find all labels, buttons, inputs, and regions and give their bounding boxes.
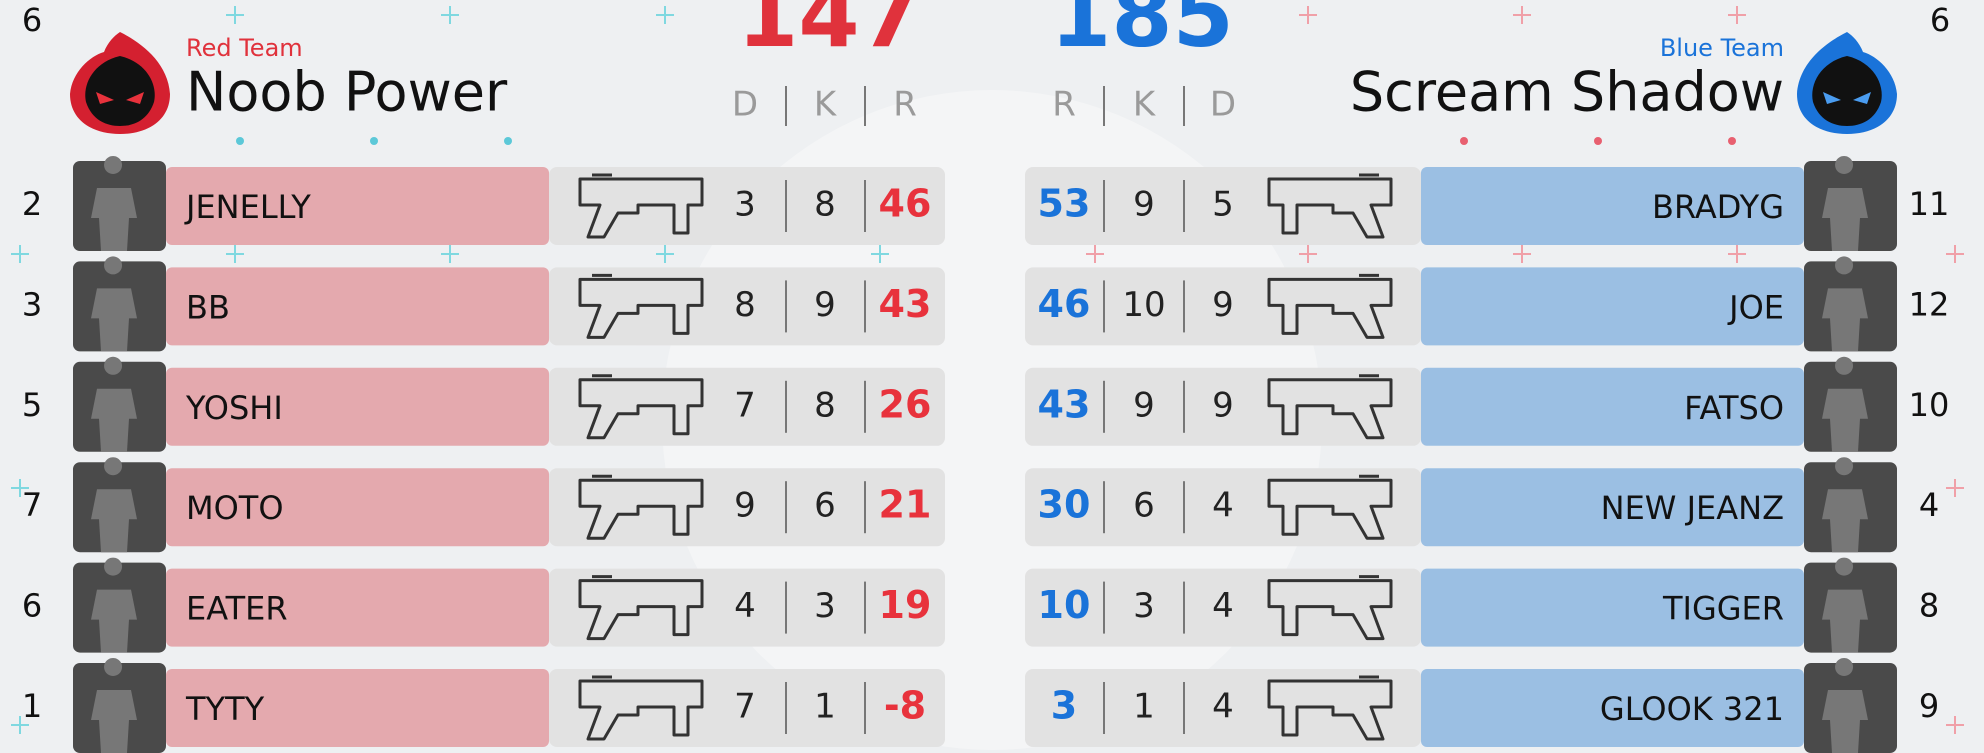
page: 6 6 Red Team Noob Power Blue Team Scream… (0, 0, 1984, 753)
stat-rating: 46 (879, 182, 932, 226)
player-row: 8 TIGGER 4 3 10 (1025, 558, 1939, 653)
rank: 6 (22, 587, 42, 625)
scoreboard: 6 6 Red Team Noob Power Blue Team Scream… (0, 0, 1984, 753)
rank: 4 (1919, 486, 1939, 524)
stat-rating: 10 (1038, 583, 1091, 627)
rank: 8 (1919, 587, 1939, 625)
stat-deaths: 4 (1212, 486, 1234, 526)
team-label: Red Team (186, 34, 303, 62)
column-header: K (1133, 85, 1157, 125)
stat-deaths: 4 (1212, 687, 1234, 727)
stat-deaths: 9 (734, 486, 756, 526)
player-row: 2 JENELLY 3 8 46 (22, 156, 945, 251)
team-score: 185 (1050, 0, 1234, 67)
stat-kills: 1 (1133, 687, 1155, 727)
player-row: 9 GLOOK 321 4 1 3 (1025, 658, 1939, 753)
stat-rating: 21 (879, 483, 932, 527)
stat-kills: 9 (814, 285, 836, 325)
player-row: 12 JOE 9 10 46 (1025, 256, 1949, 351)
stat-deaths: 5 (1212, 185, 1234, 225)
stat-rating: -8 (884, 684, 926, 728)
column-header: K (814, 85, 838, 125)
stat-kills: 9 (1133, 385, 1155, 425)
player-name: JENELLY (184, 188, 311, 226)
rank: 5 (22, 386, 42, 424)
stat-deaths: 7 (734, 385, 756, 425)
rank: 2 (22, 185, 42, 223)
stat-kills: 8 (814, 185, 836, 225)
stat-rating: 43 (879, 282, 932, 326)
dot (1728, 137, 1736, 145)
player-name: GLOOK 321 (1600, 690, 1784, 728)
dot (504, 137, 512, 145)
team-name: Noob Power (186, 61, 508, 124)
stat-kills: 10 (1122, 285, 1165, 325)
stat-kills: 1 (814, 687, 836, 727)
stat-kills: 3 (814, 586, 836, 626)
stat-deaths: 8 (734, 285, 756, 325)
player-name: BB (186, 288, 230, 326)
player-row: 5 YOSHI 7 8 26 (22, 357, 945, 452)
stat-kills: 6 (1133, 486, 1155, 526)
stat-rating: 19 (879, 583, 932, 627)
player-name: TYTY (185, 690, 265, 728)
player-name: JOE (1727, 288, 1784, 326)
stat-deaths: 3 (734, 185, 756, 225)
stat-rating: 53 (1038, 182, 1091, 226)
rank: 12 (1909, 285, 1950, 323)
corner-number: 6 (1930, 1, 1950, 39)
team-score: 147 (737, 0, 921, 67)
stat-rating: 3 (1051, 684, 1077, 728)
stat-kills: 6 (814, 486, 836, 526)
rank: 1 (22, 687, 42, 725)
player-row: 7 MOTO 9 6 21 (22, 457, 945, 552)
player-name: MOTO (186, 489, 284, 527)
team-label: Blue Team (1660, 34, 1784, 62)
player-name: NEW JEANZ (1601, 489, 1784, 527)
team-name: Scream Shadow (1350, 61, 1784, 124)
rank: 9 (1919, 687, 1939, 725)
player-row: 10 FATSO 9 9 43 (1025, 357, 1949, 452)
rank: 11 (1909, 185, 1950, 223)
stat-deaths: 9 (1212, 285, 1234, 325)
stat-rating: 46 (1038, 282, 1091, 326)
rank: 10 (1909, 386, 1950, 424)
stat-rating: 26 (879, 382, 932, 426)
player-row: 1 TYTY 7 1 -8 (22, 658, 945, 753)
stat-rating: 43 (1038, 382, 1091, 426)
stat-deaths: 9 (1212, 385, 1234, 425)
column-header: R (1052, 85, 1076, 125)
dot (236, 137, 244, 145)
player-name: FATSO (1684, 389, 1784, 427)
column-header: R (893, 85, 917, 125)
column-header: D (1210, 85, 1236, 125)
rank: 3 (22, 285, 42, 323)
player-row: 4 NEW JEANZ 4 6 30 (1025, 457, 1939, 552)
dot (370, 137, 378, 145)
player-name: TIGGER (1662, 590, 1784, 628)
stat-deaths: 4 (734, 586, 756, 626)
player-name: BRADYG (1652, 188, 1784, 226)
player-row: 11 BRADYG 5 9 53 (1025, 156, 1949, 251)
stat-rating: 30 (1038, 483, 1091, 527)
stat-deaths: 7 (734, 687, 756, 727)
stat-kills: 9 (1133, 185, 1155, 225)
stat-deaths: 4 (1212, 586, 1234, 626)
dot (1594, 137, 1602, 145)
player-row: 3 BB 8 9 43 (22, 256, 945, 351)
player-name: YOSHI (185, 389, 283, 427)
player-row: 6 EATER 4 3 19 (22, 558, 945, 653)
player-name: EATER (186, 590, 288, 628)
corner-number: 6 (22, 1, 42, 39)
stat-kills: 3 (1133, 586, 1155, 626)
dot (1460, 137, 1468, 145)
stat-kills: 8 (814, 385, 836, 425)
column-header: D (732, 85, 758, 125)
rank: 7 (22, 486, 42, 524)
